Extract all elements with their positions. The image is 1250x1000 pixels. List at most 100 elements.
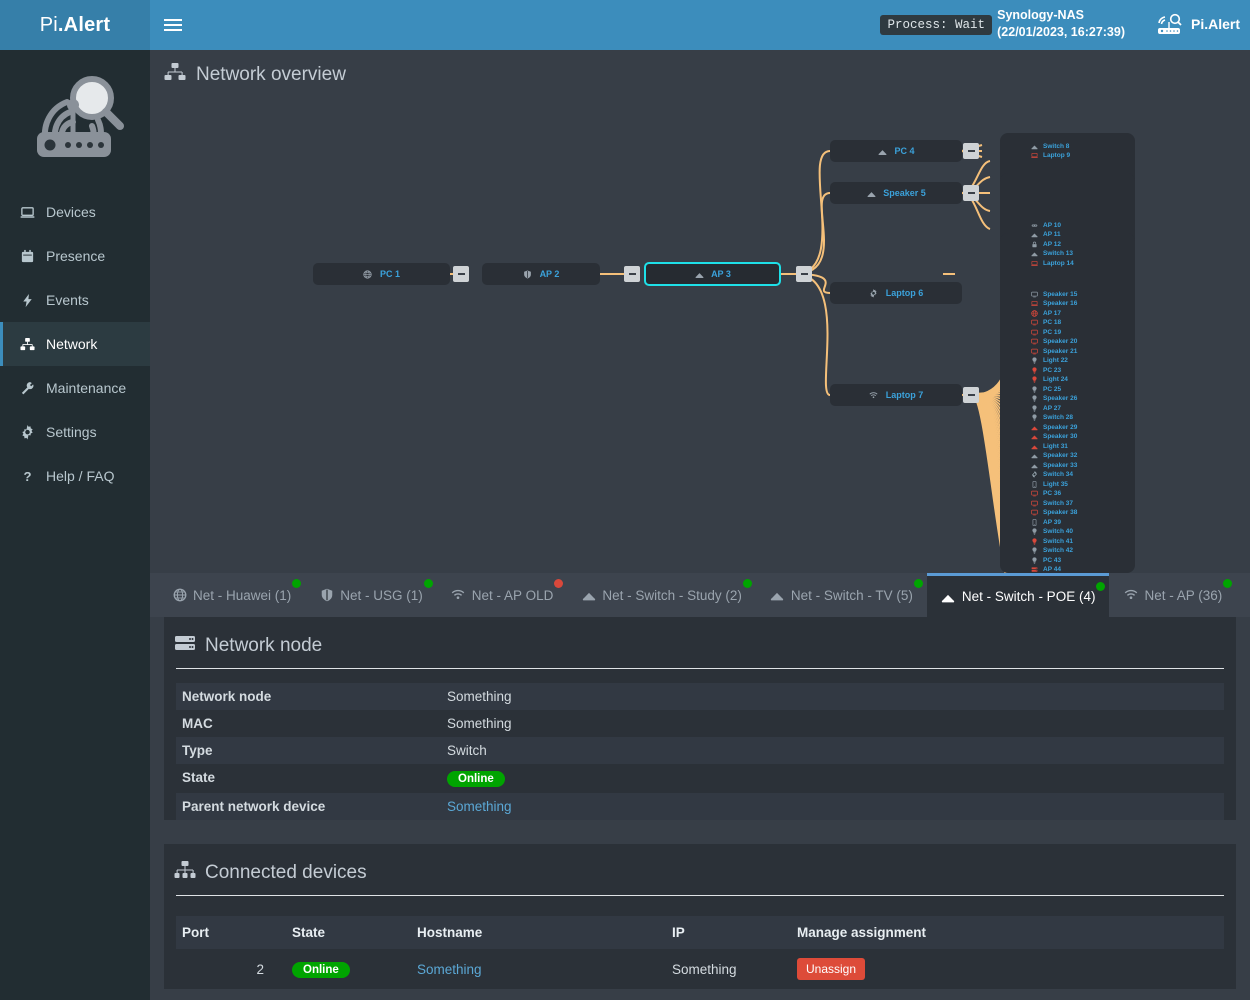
diagram-leaf-node[interactable]: PC 19	[1030, 328, 1061, 336]
sitemap-icon	[164, 62, 186, 87]
diagram-leaf-node[interactable]: Speaker 26	[1030, 395, 1077, 403]
diagram-leaf-node[interactable]: AP 17	[1030, 309, 1061, 317]
diagram-leaf-node[interactable]: PC 43	[1030, 556, 1061, 564]
diagram-leaf-node[interactable]: Speaker 30	[1030, 433, 1077, 441]
diagram-leaf-label: AP 27	[1043, 404, 1061, 412]
sidebar-item-network[interactable]: Network	[0, 322, 150, 366]
bolt-icon	[18, 292, 36, 308]
diagram-leaf-node[interactable]: PC 36	[1030, 490, 1061, 498]
diagram-leaf-node[interactable]: PC 18	[1030, 319, 1061, 327]
collapse-button[interactable]	[963, 185, 979, 201]
sidebar-item-help-faq[interactable]: ? Help / FAQ	[0, 454, 150, 498]
status-dot	[742, 579, 752, 588]
diagram-leaf-node[interactable]: Switch 40	[1030, 528, 1073, 536]
diagram-leaf-node[interactable]: Switch 42	[1030, 547, 1073, 555]
diagram-node[interactable]: PC 1	[313, 263, 450, 285]
diagram-leaf-label: PC 36	[1043, 490, 1062, 497]
tab-net-switch-tv-5[interactable]: Net - Switch - TV (5)	[756, 573, 927, 617]
diagram-leaf-node[interactable]: Switch 41	[1030, 537, 1073, 545]
column-header[interactable]: State	[286, 916, 411, 949]
diagram-leaf-node[interactable]: AP 10	[1030, 221, 1061, 229]
diagram-node[interactable]: AP 2	[482, 263, 600, 285]
collapse-button[interactable]	[453, 266, 469, 282]
diagram-leaf-node[interactable]: Switch 13	[1030, 250, 1073, 258]
diagram-leaf-node[interactable]: Switch 34	[1030, 471, 1073, 479]
sidebar-item-events[interactable]: Events	[0, 278, 150, 322]
diagram-leaf-label: PC 19	[1043, 328, 1062, 336]
collapse-button[interactable]	[963, 387, 979, 403]
diagram-leaf-node[interactable]: AP 44	[1030, 566, 1061, 573]
diagram-leaf-label: Switch 28	[1043, 414, 1073, 421]
column-header[interactable]: IP	[666, 916, 791, 949]
diagram-node-label: PC 4	[894, 146, 915, 156]
diagram-leaf-node[interactable]: Speaker 32	[1030, 452, 1077, 460]
diagram-leaf-node[interactable]: Laptop 9	[1030, 152, 1070, 160]
diagram-leaf-node[interactable]: Light 22	[1030, 357, 1068, 365]
diagram-leaf-node[interactable]: Switch 8	[1030, 142, 1069, 150]
tab-net-ap-36[interactable]: Net - AP (36)	[1109, 573, 1236, 617]
gear-icon	[18, 424, 36, 440]
diagram-leaf-node[interactable]: Light 35	[1030, 480, 1068, 488]
diagram-node[interactable]: Laptop 6	[830, 282, 962, 304]
hamburger-icon[interactable]	[160, 12, 186, 38]
tab-net-switch-study-2[interactable]: Net - Switch - Study (2)	[567, 573, 756, 617]
sidebar-item-presence[interactable]: Presence	[0, 234, 150, 278]
collapse-button[interactable]	[963, 143, 979, 159]
diagram-leaf-node[interactable]: Speaker 15	[1030, 290, 1077, 298]
monitor-icon	[1030, 490, 1038, 498]
hostname-link[interactable]: Something	[417, 961, 482, 977]
diagram-leaf-label: Speaker 29	[1043, 423, 1078, 431]
diagram-leaf-node[interactable]: Switch 37	[1030, 499, 1073, 507]
diagram-leaf-node[interactable]: Light 24	[1030, 376, 1068, 384]
diagram-leaf-node[interactable]: AP 12	[1030, 240, 1061, 248]
column-header[interactable]: Hostname	[411, 916, 666, 949]
monitor-icon	[1030, 290, 1038, 298]
status-dot	[554, 579, 564, 588]
tab-net-ap-old[interactable]: Net - AP OLD	[437, 573, 568, 617]
collapse-button[interactable]	[624, 266, 640, 282]
tab-net-switch-poe-4[interactable]: Net - Switch - POE (4)	[926, 573, 1110, 617]
sidebar-item-label: Devices	[46, 204, 96, 220]
question-icon: ?	[18, 468, 36, 484]
diagram-leaf-node[interactable]: Speaker 16	[1030, 300, 1077, 308]
diagram-leaf-node[interactable]: Laptop 14	[1030, 259, 1074, 267]
tab-net-usg-1[interactable]: Net - USG (1)	[305, 573, 437, 617]
connected-devices-panel-title: Connected devices	[205, 861, 367, 883]
diagram-leaf-node[interactable]: Switch 28	[1030, 414, 1073, 422]
diagram-node[interactable]: Speaker 5	[830, 182, 962, 204]
router-wifi-magnifier-icon	[20, 70, 130, 171]
diagram-leaf-node[interactable]: AP 39	[1030, 518, 1061, 526]
diagram-leaf-node[interactable]: Speaker 38	[1030, 509, 1077, 517]
diagram-leaf-node[interactable]: AP 27	[1030, 404, 1061, 412]
table-row: State Online	[176, 764, 1224, 793]
diagram-leaf-node[interactable]: Speaker 21	[1030, 347, 1077, 355]
top-header: Pi.Alert Process: Wait Synology-NAS (22/…	[0, 0, 1250, 50]
diagram-leaf-node[interactable]: PC 23	[1030, 366, 1061, 374]
diagram-leaf-node[interactable]: Light 31	[1030, 442, 1068, 450]
diagram-leaf-label: Speaker 15	[1043, 290, 1078, 298]
diagram-leaf-node[interactable]: AP 11	[1030, 231, 1061, 239]
header-brand[interactable]: Pi.Alert	[1155, 12, 1240, 36]
diagram-node[interactable]: PC 4	[830, 140, 962, 162]
unassign-button[interactable]: Unassign	[797, 958, 866, 980]
sidebar-item-maintenance[interactable]: Maintenance	[0, 366, 150, 410]
parent-device-link[interactable]: Something	[447, 799, 512, 814]
diagram-node[interactable]: Laptop 7	[830, 384, 962, 406]
tab-net-huawei-1[interactable]: Net - Huawei (1)	[158, 573, 305, 617]
column-header[interactable]: Manage assignment	[791, 916, 1224, 949]
field-label: Parent network device	[182, 799, 326, 814]
network-diagram[interactable]: PC 1 AP 2 AP 3 PC 4 Speaker 5 Laptop 6 Laptop…	[150, 93, 1250, 573]
bulb-icon	[1030, 395, 1038, 403]
sidebar-item-devices[interactable]: Devices	[0, 190, 150, 234]
sidebar-item-settings[interactable]: Settings	[0, 410, 150, 454]
diagram-leaf-node[interactable]: Speaker 33	[1030, 461, 1077, 469]
column-header[interactable]: Port	[176, 916, 286, 949]
diagram-leaf-node[interactable]: Speaker 29	[1030, 423, 1077, 431]
collapse-button[interactable]	[796, 266, 812, 282]
switch-icon	[1030, 231, 1038, 239]
diagram-node[interactable]: AP 3	[644, 262, 781, 286]
logo-thin: Pi	[39, 13, 58, 36]
app-logo[interactable]: Pi.Alert	[0, 0, 150, 50]
diagram-leaf-node[interactable]: PC 25	[1030, 385, 1061, 393]
diagram-leaf-node[interactable]: Speaker 20	[1030, 338, 1077, 346]
